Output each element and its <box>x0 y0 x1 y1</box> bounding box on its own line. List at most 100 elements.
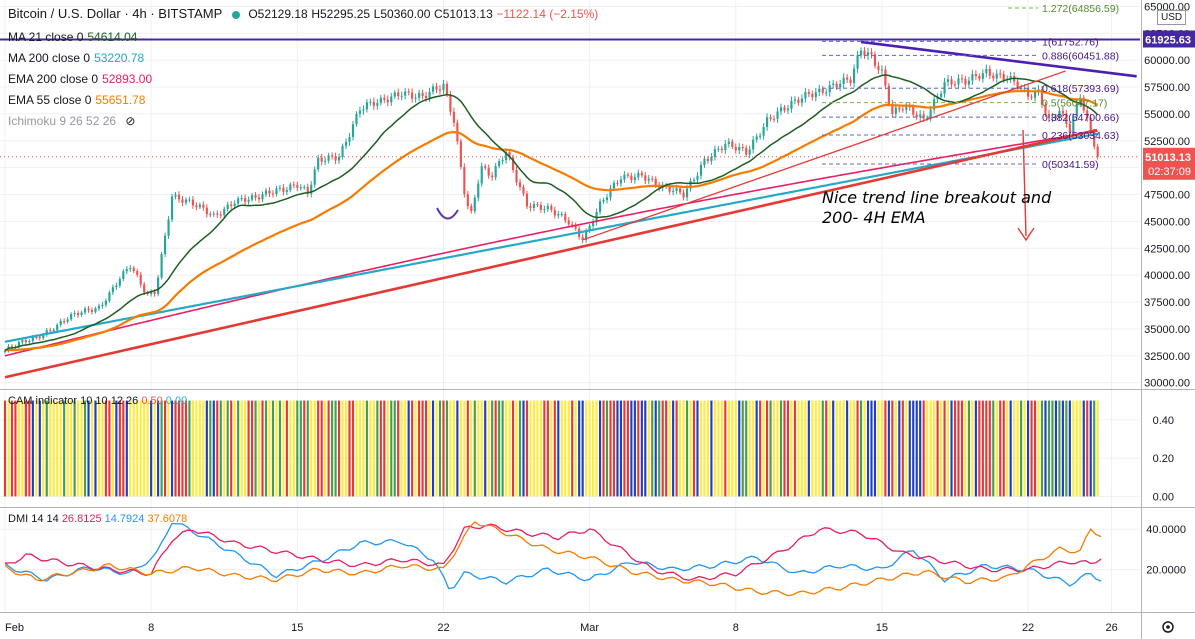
candle-body <box>940 93 943 97</box>
candle-body <box>21 340 24 343</box>
cam-bar <box>571 400 574 497</box>
cam-bar <box>188 400 191 497</box>
candle <box>90 307 94 315</box>
candle <box>101 301 104 309</box>
candle-body <box>790 100 793 109</box>
candle-body <box>960 78 964 80</box>
cam-bar <box>630 400 633 497</box>
legend-ma21[interactable]: MA 21 close 0 54614.04 <box>8 30 137 44</box>
candle <box>94 306 97 314</box>
candle-body <box>696 175 699 180</box>
dmi-legend[interactable]: DMI 14 14 26.8125 14.7924 37.6078 <box>8 513 187 525</box>
cam-legend[interactable]: CAM indicator 10 10 12 26 0.50 0.00 <box>8 395 187 407</box>
fib-label: 0.5(56047.17) <box>1042 98 1107 110</box>
cam-bar <box>863 400 866 497</box>
descending-resistance-line <box>860 40 1137 78</box>
candle <box>640 170 643 178</box>
candle-body <box>967 80 970 85</box>
candle <box>285 186 288 196</box>
cam-bar <box>790 400 793 497</box>
cam-bar <box>45 400 48 497</box>
candle <box>853 64 856 88</box>
candle-body <box>198 204 201 208</box>
candle <box>727 137 730 148</box>
candle <box>188 196 191 203</box>
cam-bar <box>431 400 435 497</box>
cam-bar <box>689 400 692 497</box>
cam-bar <box>167 400 170 497</box>
cam-bar <box>146 400 149 497</box>
legend-ichimoku[interactable]: Ichimoku 9 26 52 26 ⊘ <box>8 114 135 128</box>
cam-bar <box>129 400 132 497</box>
candle-body <box>17 342 20 347</box>
candle-body <box>1044 104 1047 114</box>
gear-hub <box>1166 625 1170 629</box>
candle-body <box>727 141 730 144</box>
candle-body <box>1086 110 1089 118</box>
cam-bar <box>313 400 316 497</box>
cam-bar <box>738 400 741 497</box>
candle-body <box>365 102 368 110</box>
currency-label[interactable]: USD <box>1157 10 1187 25</box>
symbol-title[interactable]: Bitcoin / U.S. Dollar · 4h · BITSTAMP <box>8 6 223 21</box>
candle <box>529 202 532 212</box>
cam-bar <box>592 400 595 497</box>
candle <box>957 74 960 89</box>
gear-icon[interactable] <box>1162 621 1174 633</box>
cam-bar <box>278 400 281 497</box>
candle-body <box>873 54 877 66</box>
candle <box>209 211 212 218</box>
cam-bar <box>727 400 730 497</box>
uptrend-line <box>4 128 1098 379</box>
candle-body <box>38 336 41 339</box>
price-badge <box>1143 147 1195 180</box>
cam-bar <box>616 400 619 497</box>
candle-body <box>1016 81 1019 89</box>
cam-bar <box>953 400 957 497</box>
candle <box>139 271 142 288</box>
candle <box>365 99 368 113</box>
candle <box>411 88 414 103</box>
candle-body <box>202 204 205 208</box>
candle-body <box>964 79 967 85</box>
candle-body <box>557 214 560 216</box>
candle <box>790 96 793 113</box>
cam-bar <box>271 400 275 497</box>
candle <box>358 106 362 118</box>
cam-bar <box>877 400 880 497</box>
price-tick-label: 52500.00 <box>1144 136 1190 148</box>
candle-body <box>832 83 835 86</box>
cam-bar <box>184 400 188 497</box>
candle <box>623 171 626 183</box>
candle-body <box>814 92 817 98</box>
cam-bar <box>230 400 233 497</box>
candle-body <box>1047 113 1051 119</box>
cam-bar <box>748 400 751 497</box>
cam-bar <box>240 400 243 497</box>
candle <box>804 87 807 103</box>
candle <box>696 172 699 184</box>
candle <box>971 69 974 85</box>
candle-body <box>748 149 751 155</box>
legend-ma200[interactable]: MA 200 close 0 53220.78 <box>8 51 144 65</box>
candle <box>605 193 609 204</box>
cam-bar <box>111 400 114 497</box>
cam-bar <box>369 400 372 497</box>
cam-bar <box>574 400 577 497</box>
candle-body <box>233 203 236 206</box>
eye-hidden-icon[interactable]: ⊘ <box>125 114 136 128</box>
candle <box>1061 106 1064 118</box>
candle-body <box>271 193 275 195</box>
candle <box>543 205 546 214</box>
legend-ema200[interactable]: EMA 200 close 0 52893.00 <box>8 72 152 86</box>
candle <box>226 201 229 212</box>
candle <box>511 154 515 173</box>
cam-bar <box>292 400 295 497</box>
candle-body <box>261 194 264 200</box>
legend-ema55[interactable]: EMA 55 close 0 55651.78 <box>8 93 145 107</box>
candle-body <box>741 146 744 148</box>
candle-body <box>588 225 591 232</box>
channel-upper-line <box>583 70 1066 241</box>
candle <box>418 89 421 101</box>
